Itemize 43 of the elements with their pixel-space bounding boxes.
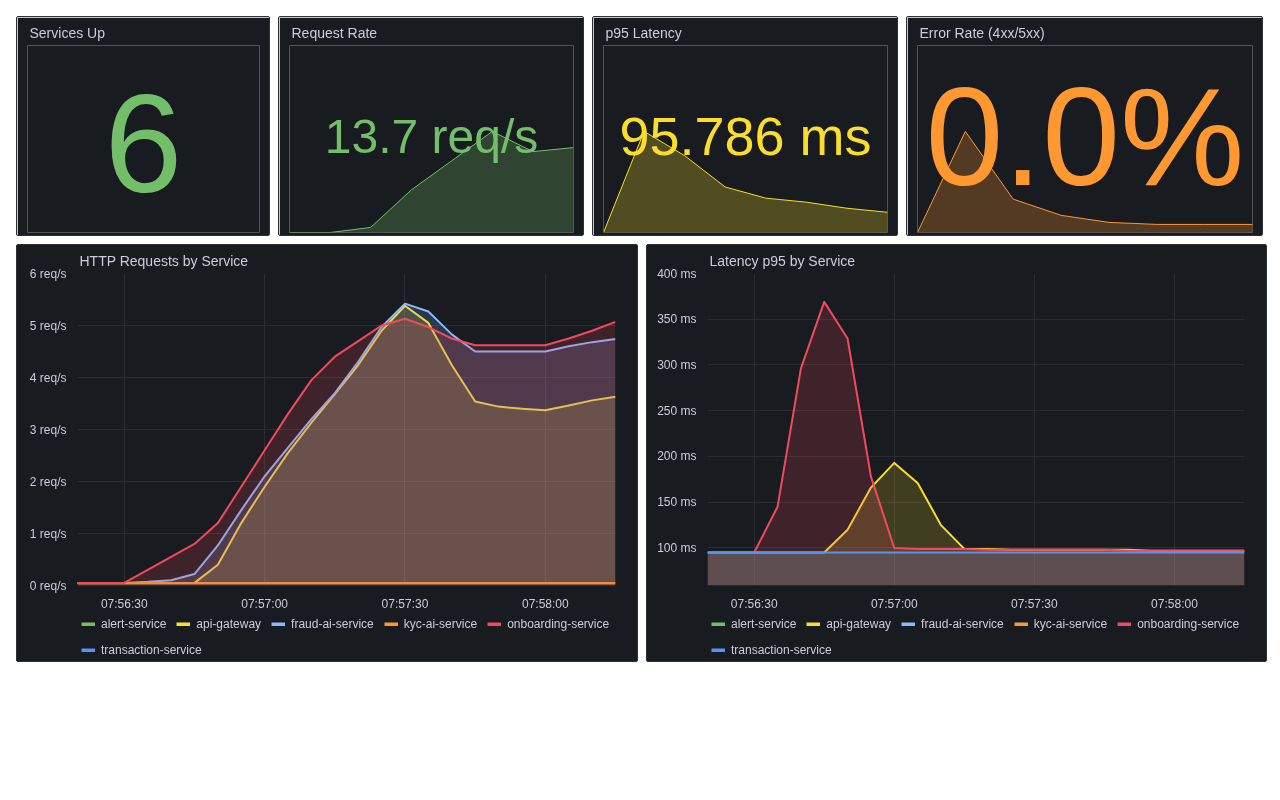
legend-label: kyc-ai-service: [403, 617, 478, 631]
x-tick-label: 07:56:30: [730, 596, 778, 611]
y-tick-label: 0 req/s: [29, 578, 67, 593]
y-tick-label: 350 ms: [657, 312, 697, 327]
chart-title: Request Rate: [291, 24, 378, 41]
y-tick-label: 4 req/s: [29, 370, 67, 385]
y-tick-label: 6 req/s: [29, 266, 67, 281]
chart-title: Error Rate (4xx/5xx): [919, 24, 1045, 41]
legend-label: api-gateway: [196, 617, 262, 631]
chart-title: HTTP Requests by Service: [79, 252, 249, 269]
y-tick-label: 250 ms: [657, 403, 697, 418]
y-tick-label: 100 ms: [657, 540, 697, 555]
annotation: 0.0%: [925, 57, 1245, 215]
y-tick-label: 150 ms: [657, 495, 697, 510]
y-tick-label: 200 ms: [657, 449, 697, 464]
x-tick-label: 07:57:00: [241, 596, 289, 611]
x-tick-label: 07:57:30: [1011, 596, 1059, 611]
y-tick-label: 300 ms: [657, 358, 697, 372]
x-tick-label: 07:57:00: [870, 596, 918, 611]
legend-label: alert-service: [101, 617, 167, 631]
x-tick-label: 07:56:30: [100, 596, 148, 611]
text: Services Up: [29, 24, 106, 41]
x-tick-label: 07:57:30: [381, 596, 429, 611]
legend-label: onboarding-service: [1137, 617, 1240, 631]
legend-label: transaction-service: [101, 643, 202, 657]
annotation: 95.786 ms: [619, 106, 872, 167]
y-tick-label: 5 req/s: [29, 318, 67, 333]
chart-title: Latency p95 by Service: [709, 252, 856, 269]
x-tick-label: 07:58:00: [1151, 596, 1199, 611]
x-tick-label: 07:58:00: [521, 596, 570, 611]
legend-label: fraud-ai-service: [921, 617, 1004, 631]
y-tick-label: 1 req/s: [29, 526, 67, 541]
y-tick-label: 400 ms: [657, 266, 697, 281]
y-tick-label: 2 req/s: [29, 474, 67, 489]
text: 6: [104, 64, 183, 222]
y-tick-label: 3 req/s: [29, 422, 67, 437]
legend-label: transaction-service: [731, 643, 832, 657]
legend-label: alert-service: [731, 617, 797, 631]
legend-label: api-gateway: [826, 617, 892, 631]
chart-title: p95 Latency: [605, 24, 682, 41]
legend-label: fraud-ai-service: [291, 617, 374, 631]
legend-label: onboarding-service: [507, 617, 610, 631]
legend-label: kyc-ai-service: [1033, 617, 1108, 631]
